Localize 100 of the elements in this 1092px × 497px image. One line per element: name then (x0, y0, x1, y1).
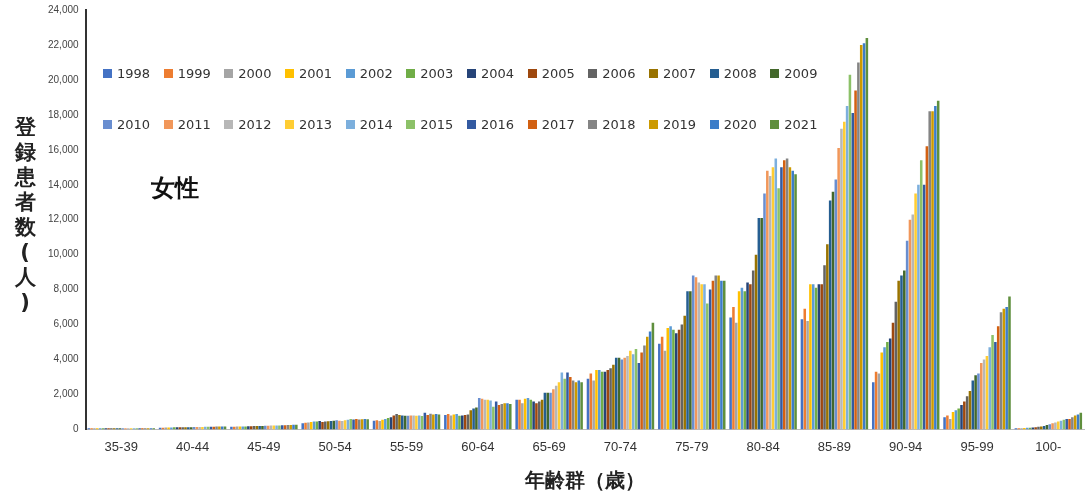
legend-label: 2020 (723, 117, 757, 132)
bar (646, 336, 649, 430)
bar (780, 167, 783, 430)
bar (566, 372, 569, 430)
bar (706, 303, 709, 430)
x-tick-label: 95-99 (960, 438, 994, 454)
bar (991, 335, 994, 430)
bar (729, 317, 732, 430)
bar (806, 321, 809, 430)
x-tick-label: 35-39 (104, 438, 138, 454)
bar (763, 193, 766, 430)
bar (883, 347, 886, 430)
legend-label: 2005 (541, 66, 575, 81)
legend-label: 2017 (541, 117, 575, 132)
bar (743, 291, 746, 430)
x-tick-label: 40-44 (175, 438, 210, 454)
legend-label: 2016 (480, 117, 515, 132)
x-tick-label: 80-84 (746, 438, 780, 454)
legend-label: 2000 (238, 66, 272, 81)
x-tick-label: 60-64 (461, 438, 495, 454)
legend-label: 2014 (359, 117, 393, 132)
bar (569, 376, 572, 430)
y-axis-title: 登録患者数(人) (13, 115, 37, 315)
bar (563, 378, 566, 430)
legend-label: 2009 (784, 66, 818, 81)
legend-label: 2003 (420, 66, 454, 81)
bar (880, 352, 883, 430)
legend-label: 2013 (298, 117, 333, 132)
bar (919, 160, 923, 430)
bar (734, 322, 738, 430)
legend-label: 1998 (117, 66, 151, 81)
legend-label: 2001 (298, 66, 333, 81)
bar (988, 347, 991, 430)
x-tick-label: 50-54 (318, 438, 352, 454)
legend-label: 2015 (420, 117, 454, 132)
bar (854, 90, 857, 430)
bar (994, 342, 997, 430)
bar (794, 174, 797, 430)
x-tick-label: 45-49 (247, 438, 281, 454)
bar (777, 188, 780, 430)
bar (897, 280, 900, 430)
y-tick-label: 22,000 (47, 38, 80, 50)
bar (917, 184, 920, 430)
y-tick-label: 2,000 (53, 388, 80, 400)
legend-label: 2008 (723, 66, 757, 81)
y-tick-label: 4,000 (53, 353, 80, 365)
x-tick-label: 90-94 (889, 438, 923, 454)
bar (766, 170, 769, 430)
bar (826, 244, 829, 430)
legend-label: 2007 (662, 66, 697, 81)
bar (857, 62, 860, 430)
legend-label: 2011 (177, 117, 211, 132)
legend-label: 1999 (177, 66, 211, 81)
legend-label: 2018 (602, 117, 636, 132)
y-tick-label: 24,000 (47, 3, 80, 15)
bar (851, 113, 855, 430)
bar (640, 352, 643, 430)
bar (521, 403, 524, 430)
y-tick-label: 18,000 (47, 108, 80, 120)
bar (674, 333, 678, 430)
bar (871, 382, 875, 430)
legend-label: 2010 (117, 117, 151, 132)
x-tick-label: 70-74 (603, 438, 638, 454)
y-tick-label: 20,000 (47, 73, 80, 85)
bar (934, 106, 937, 430)
y-tick-label: 12,000 (47, 213, 80, 225)
bar (823, 265, 826, 430)
bar (843, 121, 846, 430)
legend-label: 2004 (480, 66, 515, 81)
x-tick-label: 75-79 (675, 438, 709, 454)
bar (903, 270, 906, 430)
bar (629, 350, 632, 430)
y-tick-label: 14,000 (47, 178, 80, 190)
bar (643, 345, 646, 430)
y-tick-label: 10,000 (47, 248, 80, 260)
bar (612, 364, 615, 430)
y-tick-label: 8,000 (53, 283, 80, 295)
annotation: 女性 (149, 174, 199, 203)
bar (900, 275, 903, 430)
bar (732, 307, 735, 430)
bar (658, 343, 661, 430)
y-tick-label: 6,000 (53, 318, 80, 330)
x-tick-label: 85-89 (817, 438, 852, 454)
legend-label: 2012 (238, 117, 272, 132)
legend-label: 2021 (784, 117, 818, 132)
bar (803, 308, 807, 430)
x-tick-label: 55-59 (389, 438, 424, 454)
bar (837, 148, 840, 430)
legend-label: 2019 (662, 117, 697, 132)
bar (592, 380, 595, 430)
x-tick-label: 100- (1035, 438, 1062, 454)
bar (683, 315, 686, 430)
legend-label: 2006 (602, 66, 636, 81)
bar (979, 363, 983, 430)
legend-label: 2002 (359, 66, 393, 81)
bar (914, 193, 917, 430)
bar (492, 406, 495, 430)
bar (1008, 296, 1011, 430)
x-tick-label: 65-69 (532, 438, 566, 454)
y-tick-label: 0 (73, 423, 80, 435)
